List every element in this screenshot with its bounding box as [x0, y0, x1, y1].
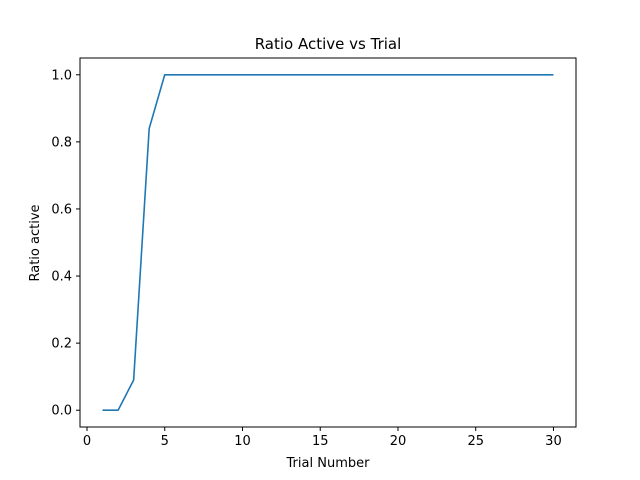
data-point: [148, 128, 150, 130]
data-point: [242, 74, 244, 76]
data-point: [382, 74, 384, 76]
x-tick-label: 25: [467, 434, 484, 449]
y-tick-label: 0.0: [51, 404, 72, 419]
series-layer: [102, 73, 555, 412]
data-point: [475, 74, 477, 76]
data-point: [273, 74, 275, 76]
x-tick-label: 0: [83, 434, 91, 449]
y-axis-label: Ratio active: [28, 204, 43, 281]
data-point: [459, 74, 461, 76]
data-point: [195, 74, 197, 76]
data-point: [288, 74, 290, 76]
y-tick-label: 0.6: [51, 202, 72, 217]
data-point: [537, 74, 539, 76]
data-point: [257, 74, 259, 76]
series-line: [102, 73, 554, 412]
x-tick-label: 15: [312, 434, 329, 449]
data-point: [133, 379, 135, 381]
y-tick-label: 0.4: [51, 270, 72, 285]
x-axis-label: Trial Number: [286, 456, 371, 471]
data-point: [211, 74, 213, 76]
data-point: [351, 74, 353, 76]
data-point: [506, 74, 508, 76]
chart-title: Ratio Active vs Trial: [255, 35, 402, 53]
plot-frame: [79, 57, 577, 428]
data-point: [102, 409, 104, 411]
data-point: [226, 74, 228, 76]
x-tick-label: 5: [161, 434, 169, 449]
data-point: [522, 74, 524, 76]
data-point: [413, 74, 415, 76]
x-axis: 0 5 10 15 20 25 30: [83, 427, 562, 449]
data-point: [553, 74, 555, 76]
data-point: [319, 74, 321, 76]
data-point: [335, 74, 337, 76]
data-point: [397, 74, 399, 76]
data-point: [304, 74, 306, 76]
data-point: [179, 74, 181, 76]
data-point: [490, 74, 492, 76]
data-point: [366, 74, 368, 76]
y-tick-label: 0.8: [51, 135, 72, 150]
x-tick-label: 10: [234, 434, 251, 449]
y-axis: 0.0 0.2 0.4 0.6 0.8 1.0: [51, 68, 80, 419]
data-point: [428, 74, 430, 76]
x-tick-label: 30: [545, 434, 562, 449]
data-point: [164, 74, 166, 76]
y-tick-label: 1.0: [51, 68, 72, 83]
data-point: [444, 74, 446, 76]
x-tick-label: 20: [390, 434, 407, 449]
data-point: [117, 409, 119, 411]
y-tick-label: 0.2: [51, 337, 72, 352]
